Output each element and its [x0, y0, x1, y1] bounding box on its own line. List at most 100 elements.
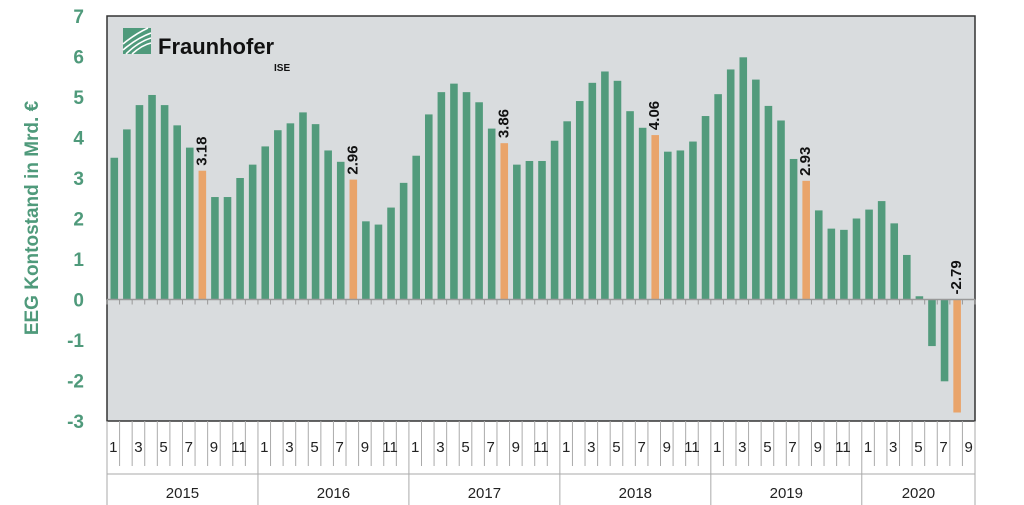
month-label: 9 — [210, 439, 218, 456]
bar — [324, 150, 332, 300]
bar — [185, 147, 194, 300]
bar — [475, 102, 483, 300]
bar — [538, 160, 546, 300]
fraunhofer-logo: Fraunhofer ISE — [122, 27, 290, 74]
data-label: -2.79 — [948, 260, 965, 294]
bar — [613, 80, 622, 300]
bar — [387, 207, 395, 300]
month-label: 1 — [864, 439, 872, 456]
bar — [777, 120, 785, 300]
bar — [638, 127, 647, 300]
bar — [173, 125, 181, 300]
month-label: 11 — [231, 439, 247, 456]
bar — [211, 197, 219, 300]
month-label: 1 — [109, 439, 117, 456]
y-axis-title: EEG Kontostand in Mrd. € — [22, 100, 43, 335]
month-label: 5 — [612, 439, 620, 456]
bar — [563, 121, 571, 300]
bar — [852, 218, 861, 300]
bar — [160, 105, 169, 300]
month-label: 11 — [382, 439, 398, 456]
y-tick-label: 7 — [73, 7, 84, 28]
year-label: 2017 — [468, 485, 501, 502]
year-label: 2016 — [317, 485, 350, 502]
month-label: 7 — [336, 439, 344, 456]
data-label: 4.06 — [646, 101, 663, 130]
bar — [626, 111, 634, 300]
bar — [274, 130, 282, 300]
bar — [827, 228, 836, 300]
bar — [424, 114, 433, 300]
month-label: 7 — [637, 439, 645, 456]
month-label: 1 — [411, 439, 419, 456]
month-label: 11 — [835, 439, 851, 456]
bar — [714, 94, 722, 300]
bar — [286, 123, 295, 300]
y-tick-label: -3 — [67, 412, 84, 433]
bar — [148, 94, 156, 300]
bar — [840, 229, 848, 300]
month-label: 5 — [461, 439, 469, 456]
bar — [588, 82, 597, 300]
bar — [513, 164, 521, 300]
month-label: 7 — [788, 439, 796, 456]
month-label: 11 — [684, 439, 700, 456]
month-label: 3 — [587, 439, 595, 456]
bar — [651, 135, 660, 300]
bar — [789, 158, 798, 300]
bar — [336, 161, 345, 300]
y-tick-label: 3 — [73, 169, 84, 190]
bar — [362, 221, 370, 300]
bar — [915, 296, 924, 300]
bar — [550, 140, 559, 300]
bar — [412, 155, 420, 300]
bar — [689, 141, 697, 300]
month-label: 7 — [939, 439, 947, 456]
month-label: 9 — [814, 439, 822, 456]
bar — [437, 92, 446, 300]
bar — [374, 224, 383, 300]
data-label: 3.86 — [495, 109, 512, 138]
data-label: 2.93 — [797, 147, 814, 176]
month-label: 9 — [663, 439, 671, 456]
bar — [752, 79, 760, 300]
bar — [198, 170, 207, 300]
month-label: 11 — [533, 439, 549, 456]
year-label: 2020 — [902, 485, 935, 502]
bar — [462, 92, 471, 300]
bar — [676, 150, 685, 300]
bar — [940, 299, 949, 382]
month-label: 3 — [738, 439, 746, 456]
bar — [726, 69, 735, 300]
month-label: 3 — [436, 439, 444, 456]
bar — [311, 124, 320, 300]
month-label: 3 — [134, 439, 142, 456]
bar — [110, 157, 119, 300]
month-label: 5 — [763, 439, 771, 456]
year-label: 2019 — [770, 485, 803, 502]
y-tick-label: 6 — [73, 48, 84, 69]
bar — [236, 178, 244, 300]
bar — [135, 105, 144, 300]
bar — [664, 151, 672, 300]
bar — [701, 116, 710, 300]
y-tick-label: 5 — [73, 88, 84, 109]
bar — [525, 160, 534, 300]
month-label: 9 — [965, 439, 973, 456]
month-label: 5 — [914, 439, 922, 456]
data-label: 3.18 — [193, 137, 210, 166]
bar — [865, 209, 873, 300]
logo-sub: ISE — [274, 63, 290, 74]
bar — [487, 128, 496, 300]
bar — [928, 299, 936, 347]
y-tick-label: 2 — [73, 210, 84, 231]
y-tick-label: -1 — [67, 331, 84, 352]
y-tick-label: 1 — [73, 250, 84, 271]
month-label: 1 — [260, 439, 268, 456]
bar — [903, 254, 911, 300]
bar — [739, 57, 748, 300]
bar — [890, 223, 899, 300]
month-label: 5 — [159, 439, 167, 456]
logo-name: Fraunhofer — [158, 34, 275, 59]
month-label: 1 — [562, 439, 570, 456]
